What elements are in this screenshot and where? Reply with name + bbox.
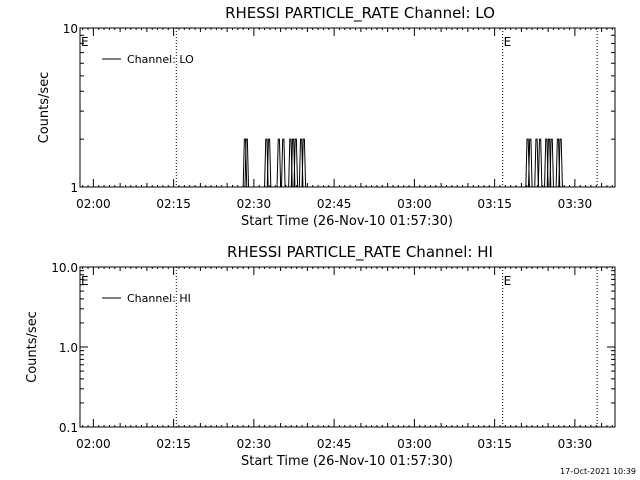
x-tick-label: 03:00 xyxy=(397,197,432,211)
data-spike xyxy=(537,138,543,188)
x-tick-label: 02:00 xyxy=(76,197,111,211)
x-tick-label: 02:00 xyxy=(76,437,111,451)
data-spike xyxy=(244,138,250,188)
data-spike xyxy=(281,138,286,188)
legend-label: Channel: LO xyxy=(127,53,194,66)
chart-title: RHESSI PARTICLE_RATE Channel: HI xyxy=(227,243,493,262)
x-tick-label: 02:15 xyxy=(156,437,191,451)
data-spike xyxy=(527,138,533,188)
data-spike xyxy=(534,138,539,188)
event-marker-label: E xyxy=(504,35,512,49)
data-spike xyxy=(276,138,282,188)
panel-lo: RHESSI PARTICLE_RATE Channel: LO 02:00 02:… xyxy=(37,4,616,229)
data-spike xyxy=(293,138,299,188)
x-tick-label: 02:45 xyxy=(317,437,352,451)
x-tick-label: 03:30 xyxy=(558,437,593,451)
panel-hi: RHESSI PARTICLE_RATE Channel: HI 02:00 02:… xyxy=(25,243,616,469)
data-spike xyxy=(301,138,307,188)
y-axis-label: Counts/sec xyxy=(37,72,52,144)
y-tick-label: 0.1 xyxy=(59,421,78,435)
event-marker-label: E xyxy=(504,274,512,288)
plot-frame xyxy=(79,266,616,428)
x-tick-label: 02:45 xyxy=(317,197,352,211)
data-spike xyxy=(266,138,272,188)
x-axis-label: Start Time (26-Nov-10 01:57:30) xyxy=(241,214,453,229)
footer-timestamp: 17-Oct-2021 10:39 xyxy=(560,467,636,476)
x-tick-label: 02:15 xyxy=(156,197,191,211)
legend-label: Channel: HI xyxy=(127,292,191,305)
y-tick-label: 10 xyxy=(63,22,78,36)
y-tick-label: 1 xyxy=(70,181,78,195)
x-tick-label: 03:30 xyxy=(558,197,593,211)
data-spike xyxy=(549,138,554,188)
x-tick-label: 03:15 xyxy=(477,437,512,451)
x-tick-label: 03:15 xyxy=(477,197,512,211)
x-tick-label: 02:30 xyxy=(237,437,272,451)
y-tick-label: 10.0 xyxy=(51,261,78,275)
event-marker-label: E xyxy=(81,274,89,288)
chart-title: RHESSI PARTICLE_RATE Channel: LO xyxy=(225,4,495,23)
x-tick-label: 03:00 xyxy=(397,437,432,451)
data-spike xyxy=(242,138,248,188)
x-axis-label: Start Time (26-Nov-10 01:57:30) xyxy=(241,454,453,469)
plot-frame xyxy=(79,27,616,188)
y-axis-label: Counts/sec xyxy=(25,311,40,383)
data-spike xyxy=(558,138,563,188)
y-tick-label: 1.0 xyxy=(59,341,78,355)
x-tick-label: 02:30 xyxy=(237,197,272,211)
event-marker-label: E xyxy=(81,35,89,49)
